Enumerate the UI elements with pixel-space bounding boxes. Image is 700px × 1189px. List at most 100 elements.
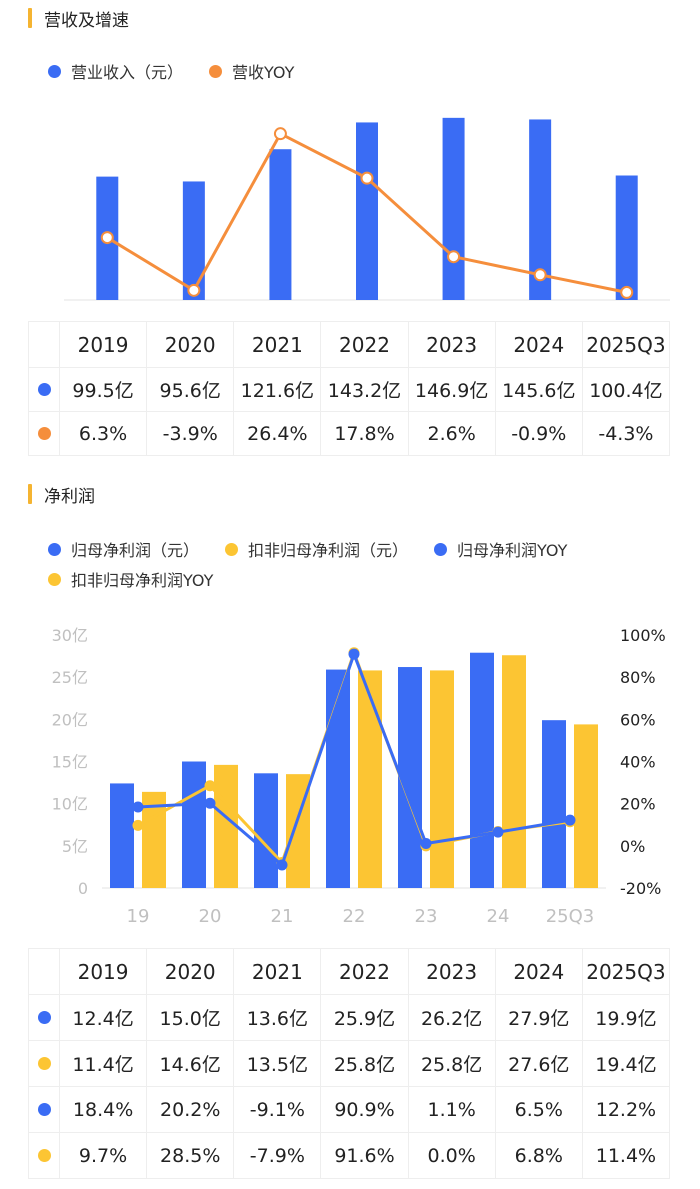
net-profit-yoy-point [276, 859, 288, 871]
table-cell: 17.8% [320, 411, 409, 456]
revenue-bar [182, 181, 205, 300]
net-profit-bar [110, 783, 134, 888]
legend-label-net-profit-yoy: 归母净利润YOY [457, 541, 568, 560]
profit-chart: 0 5亿 10亿 15亿 20亿 25亿 30亿 -20% 0% 20% 40% 60% 80% 100%… [52, 626, 666, 927]
y-right-tick-label: 0% [620, 837, 645, 856]
table-series-marker-cell [28, 994, 60, 1041]
y-left-tick-label: 30亿 [52, 626, 88, 645]
table-cell: -7.9% [233, 1132, 322, 1179]
revenue-section-title-text: 营收及增速 [44, 10, 129, 31]
y-left-tick-label: 15亿 [52, 753, 88, 772]
table-cell: 143.2亿 [320, 367, 409, 412]
table-header-cell: 2021 [233, 948, 322, 995]
table-cell: 19.4亿 [581, 1040, 671, 1087]
x-tick-label: 25Q3 [546, 906, 595, 927]
series-dot [37, 426, 51, 440]
net-profit-yoy-point [420, 838, 432, 850]
series-dot [37, 1056, 51, 1070]
table-header-cell: 2019 [58, 321, 148, 368]
y-right-tick-label: 60% [620, 710, 656, 729]
table-cell: 13.6亿 [233, 994, 322, 1041]
table-cell: 95.6亿 [146, 367, 235, 412]
revenue-bar [269, 149, 292, 300]
y-left-tick-label: 10亿 [52, 795, 88, 814]
table-header-cell: 2023 [407, 321, 496, 368]
legend-item-net-profit[interactable]: 归母净利润（元） [48, 534, 199, 564]
table-cell: 26.4% [233, 411, 322, 456]
table-cell: 9.7% [58, 1132, 148, 1179]
profit-table: 2019 2020 2021 2022 2023 2024 2025Q3 12.4亿 15.0亿… [28, 948, 671, 1179]
revenue-chart [64, 117, 670, 301]
table-header-cell: 2019 [58, 948, 148, 995]
table-series-marker-cell [28, 411, 60, 456]
net-profit-bar [470, 652, 494, 888]
table-cell: 15.0亿 [146, 994, 235, 1041]
table-cell: 12.2% [581, 1086, 671, 1133]
table-cell: 28.5% [146, 1132, 235, 1179]
table-series-marker-cell [28, 1040, 60, 1087]
legend-item-revenue-yoy[interactable]: 营收YOY [209, 56, 294, 86]
table-cell: 11.4% [581, 1132, 671, 1179]
table-row: 12.4亿 15.0亿 13.6亿 25.9亿 26.2亿 27.9亿 19.9亿 [28, 994, 671, 1041]
table-cell: 27.6亿 [494, 1040, 583, 1087]
y-left-tick-label: 0 [78, 879, 88, 898]
net-profit-bar [326, 669, 350, 888]
table-cell: 145.6亿 [494, 367, 583, 412]
legend-item-deducted-net-profit-yoy[interactable]: 扣非归母净利润YOY [48, 564, 213, 594]
table-cell: 0.0% [407, 1132, 496, 1179]
y-left-tick-label: 25亿 [52, 668, 88, 687]
table-series-marker-cell [28, 1086, 60, 1133]
table-corner-cell [28, 948, 60, 995]
table-cell: -9.1% [233, 1086, 322, 1133]
table-header-cell: 2025Q3 [581, 321, 671, 368]
revenue-bar [356, 122, 378, 300]
series-dot [37, 382, 51, 396]
legend-label-revenue: 营业收入（元） [71, 63, 184, 82]
legend-label-deducted-net-profit: 扣非归母净利润（元） [248, 541, 409, 560]
y-right-tick-label: -20% [620, 879, 661, 898]
table-row: 6.3% -3.9% 26.4% 17.8% 2.6% -0.9% -4.3% [28, 411, 671, 456]
legend-label-deducted-net-profit-yoy: 扣非归母净利润YOY [71, 571, 214, 590]
x-tick-label: 21 [271, 906, 294, 927]
legend-dot-revenue [48, 64, 61, 78]
x-tick-label: 20 [199, 906, 222, 927]
revenue-bar [615, 175, 638, 300]
table-header-row: 2019 2020 2021 2022 2023 2024 2025Q3 [28, 321, 671, 368]
legend-item-net-profit-yoy[interactable]: 归母净利润YOY [434, 534, 567, 564]
table-cell: 6.8% [494, 1132, 583, 1179]
legend-dot-net-profit-yoy [434, 542, 448, 556]
legend-item-revenue[interactable]: 营业收入（元） [48, 56, 183, 86]
table-cell: 11.4亿 [58, 1040, 148, 1087]
table-row: 99.5亿 95.6亿 121.6亿 143.2亿 146.9亿 145.6亿 100.4亿 [28, 367, 671, 412]
table-header-cell: 2022 [320, 321, 409, 368]
legend-item-deducted-net-profit[interactable]: 扣非归母净利润（元） [225, 534, 408, 564]
revenue-yoy-point [100, 231, 114, 245]
net-profit-yoy-point [132, 801, 144, 813]
table-cell: 27.9亿 [494, 994, 583, 1041]
series-dot [37, 1102, 51, 1116]
table-cell: 1.1% [407, 1086, 496, 1133]
table-cell: 121.6亿 [233, 367, 322, 412]
revenue-yoy-point [273, 127, 287, 141]
y-left-tick-label: 20亿 [52, 710, 88, 729]
revenue-yoy-point [533, 268, 547, 282]
legend-label-revenue-yoy: 营收YOY [232, 63, 295, 82]
table-cell: -4.3% [581, 411, 671, 456]
revenue-yoy-point [447, 250, 461, 264]
table-cell: 25.8亿 [407, 1040, 496, 1087]
table-series-marker-cell [28, 367, 60, 412]
table-header-cell: 2020 [146, 948, 235, 995]
table-header-cell: 2023 [407, 948, 496, 995]
x-tick-label: 24 [487, 906, 510, 927]
title-accent-bar [28, 484, 32, 504]
y-right-tick-label: 80% [620, 668, 656, 687]
net-profit-bar [542, 720, 566, 888]
net-profit-yoy-point [564, 814, 576, 826]
deducted-net-profit-bar [214, 764, 238, 888]
table-row: 18.4% 20.2% -9.1% 90.9% 1.1% 6.5% 12.2% [28, 1086, 671, 1133]
deducted-net-profit-bar [358, 670, 382, 888]
x-tick-label: 22 [343, 906, 366, 927]
table-cell: 26.2亿 [407, 994, 496, 1041]
profit-legend: 归母净利润（元） 扣非归母净利润（元） 归母净利润YOY 扣非归母净利润YOY [48, 534, 678, 594]
table-cell: -3.9% [146, 411, 235, 456]
